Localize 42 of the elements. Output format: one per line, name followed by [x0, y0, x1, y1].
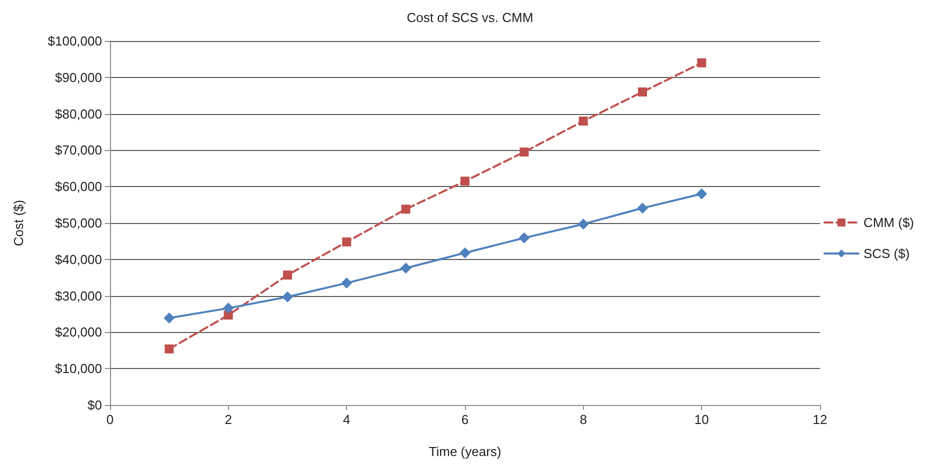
point [697, 58, 706, 68]
point [283, 270, 292, 280]
x-tick-label: 0 [106, 412, 114, 427]
point [164, 312, 175, 324]
point [400, 262, 412, 274]
x-tick-label: 4 [343, 412, 350, 427]
y-tick-label: $20,000 [55, 324, 102, 340]
y-tick-label: $40,000 [55, 252, 102, 267]
point [578, 218, 589, 230]
y-tick-label: $50,000 [55, 216, 102, 230]
point [401, 204, 410, 214]
x-tick-label: 8 [580, 412, 587, 427]
point [460, 247, 470, 258]
y-tick-label: $0 [88, 398, 102, 412]
x-tick-label: 12 [812, 412, 828, 427]
point [638, 87, 647, 96]
y-tick-label: $30,000 [55, 288, 102, 304]
y-axis-title: Cost ($) [11, 200, 26, 246]
legend-label: SCS ($) [863, 246, 910, 261]
x-tick-label: 10 [694, 412, 709, 427]
y-tick-label: $100,000 [48, 34, 102, 48]
point [164, 344, 174, 354]
point [460, 176, 470, 186]
point [696, 188, 708, 200]
x-tick-label: 2 [224, 412, 232, 427]
point [341, 278, 352, 289]
chart-title: Cost of SCS vs. CMM [406, 10, 534, 25]
legend-label: CMM ($) [863, 215, 914, 230]
point [578, 116, 588, 126]
y-tick-label: $60,000 [55, 179, 102, 194]
y-tick-label: $80,000 [55, 106, 102, 122]
point [637, 202, 648, 214]
point [518, 232, 530, 244]
point [222, 302, 234, 314]
point [520, 148, 529, 157]
y-tick-label: $70,000 [55, 142, 102, 158]
point [342, 237, 352, 246]
point [282, 291, 293, 302]
x-axis-title: Time (years) [428, 444, 502, 459]
y-tick-label: $10,000 [55, 361, 102, 376]
x-tick-label: 6 [461, 412, 469, 427]
y-tick-label: $90,000 [55, 70, 102, 85]
